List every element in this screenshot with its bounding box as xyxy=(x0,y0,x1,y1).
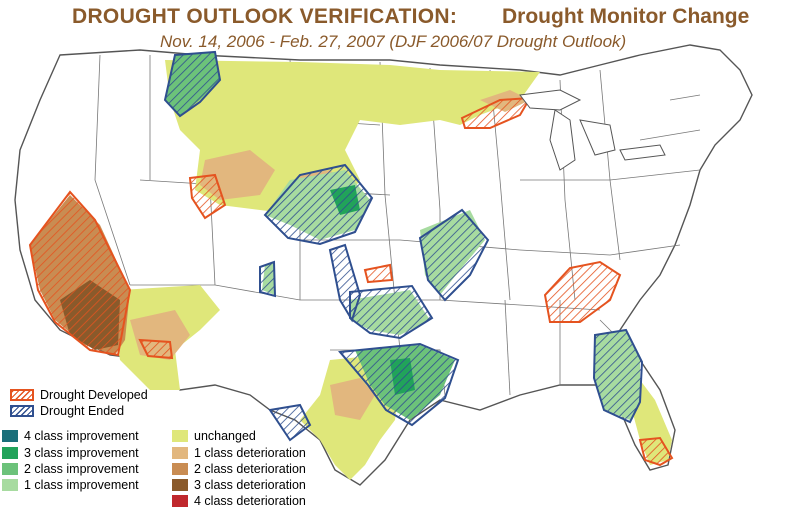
legend-item-drought-ended: Drought Ended xyxy=(10,404,124,418)
legend-label: 3 class improvement xyxy=(24,446,139,460)
swatch-improve-3 xyxy=(2,447,18,459)
swatch-improve-2 xyxy=(2,463,18,475)
legend-item-deteriorate-1: 1 class deterioration xyxy=(172,446,306,460)
great-lakes xyxy=(519,89,666,171)
legend-label: 2 class deterioration xyxy=(194,462,306,476)
swatch-deteriorate-3 xyxy=(172,479,188,491)
legend-label: Drought Developed xyxy=(40,388,148,402)
hatch-ended-swatch xyxy=(10,405,34,417)
legend-item-unchanged: unchanged xyxy=(172,429,256,443)
drought-developed-areas xyxy=(28,96,674,467)
title-block: DROUGHT OUTLOOK VERIFICATION: Drought Mo… xyxy=(0,2,786,52)
legend-label: 1 class deterioration xyxy=(194,446,306,460)
swatch-improve-1 xyxy=(2,479,18,491)
legend-item-drought-developed: Drought Developed xyxy=(10,388,148,402)
swatch-deteriorate-2 xyxy=(172,463,188,475)
legend-label: 1 class improvement xyxy=(24,478,139,492)
legend-item-deteriorate-3: 3 class deterioration xyxy=(172,478,306,492)
legend-item-improve-2: 2 class improvement xyxy=(2,462,139,476)
title-sub: Drought Monitor Change xyxy=(502,5,750,28)
legend-label: 4 class deterioration xyxy=(194,494,306,508)
legend-label: Drought Ended xyxy=(40,404,125,418)
title-dates: Nov. 14, 2006 - Feb. 27, 2007 (DJF 2006/… xyxy=(160,32,627,51)
hatch-developed-swatch xyxy=(10,389,34,401)
legend-item-improve-4: 4 class improvement xyxy=(2,429,139,443)
swatch-unchanged xyxy=(172,430,188,442)
legend-label: unchanged xyxy=(194,429,256,443)
legend-item-deteriorate-2: 2 class deterioration xyxy=(172,462,306,476)
legend-item-improve-3: 3 class improvement xyxy=(2,446,139,460)
legend-label: 4 class improvement xyxy=(24,429,139,443)
swatch-deteriorate-4 xyxy=(172,495,188,507)
swatch-improve-4 xyxy=(2,430,18,442)
legend-item-improve-1: 1 class improvement xyxy=(2,478,139,492)
legend-label: 2 class improvement xyxy=(24,462,139,476)
title-main: DROUGHT OUTLOOK VERIFICATION: xyxy=(72,5,458,28)
legend-label: 3 class deterioration xyxy=(194,478,306,492)
legend-item-deteriorate-4: 4 class deterioration xyxy=(172,494,306,508)
drought-ended-areas xyxy=(163,50,644,442)
swatch-deteriorate-1 xyxy=(172,447,188,459)
